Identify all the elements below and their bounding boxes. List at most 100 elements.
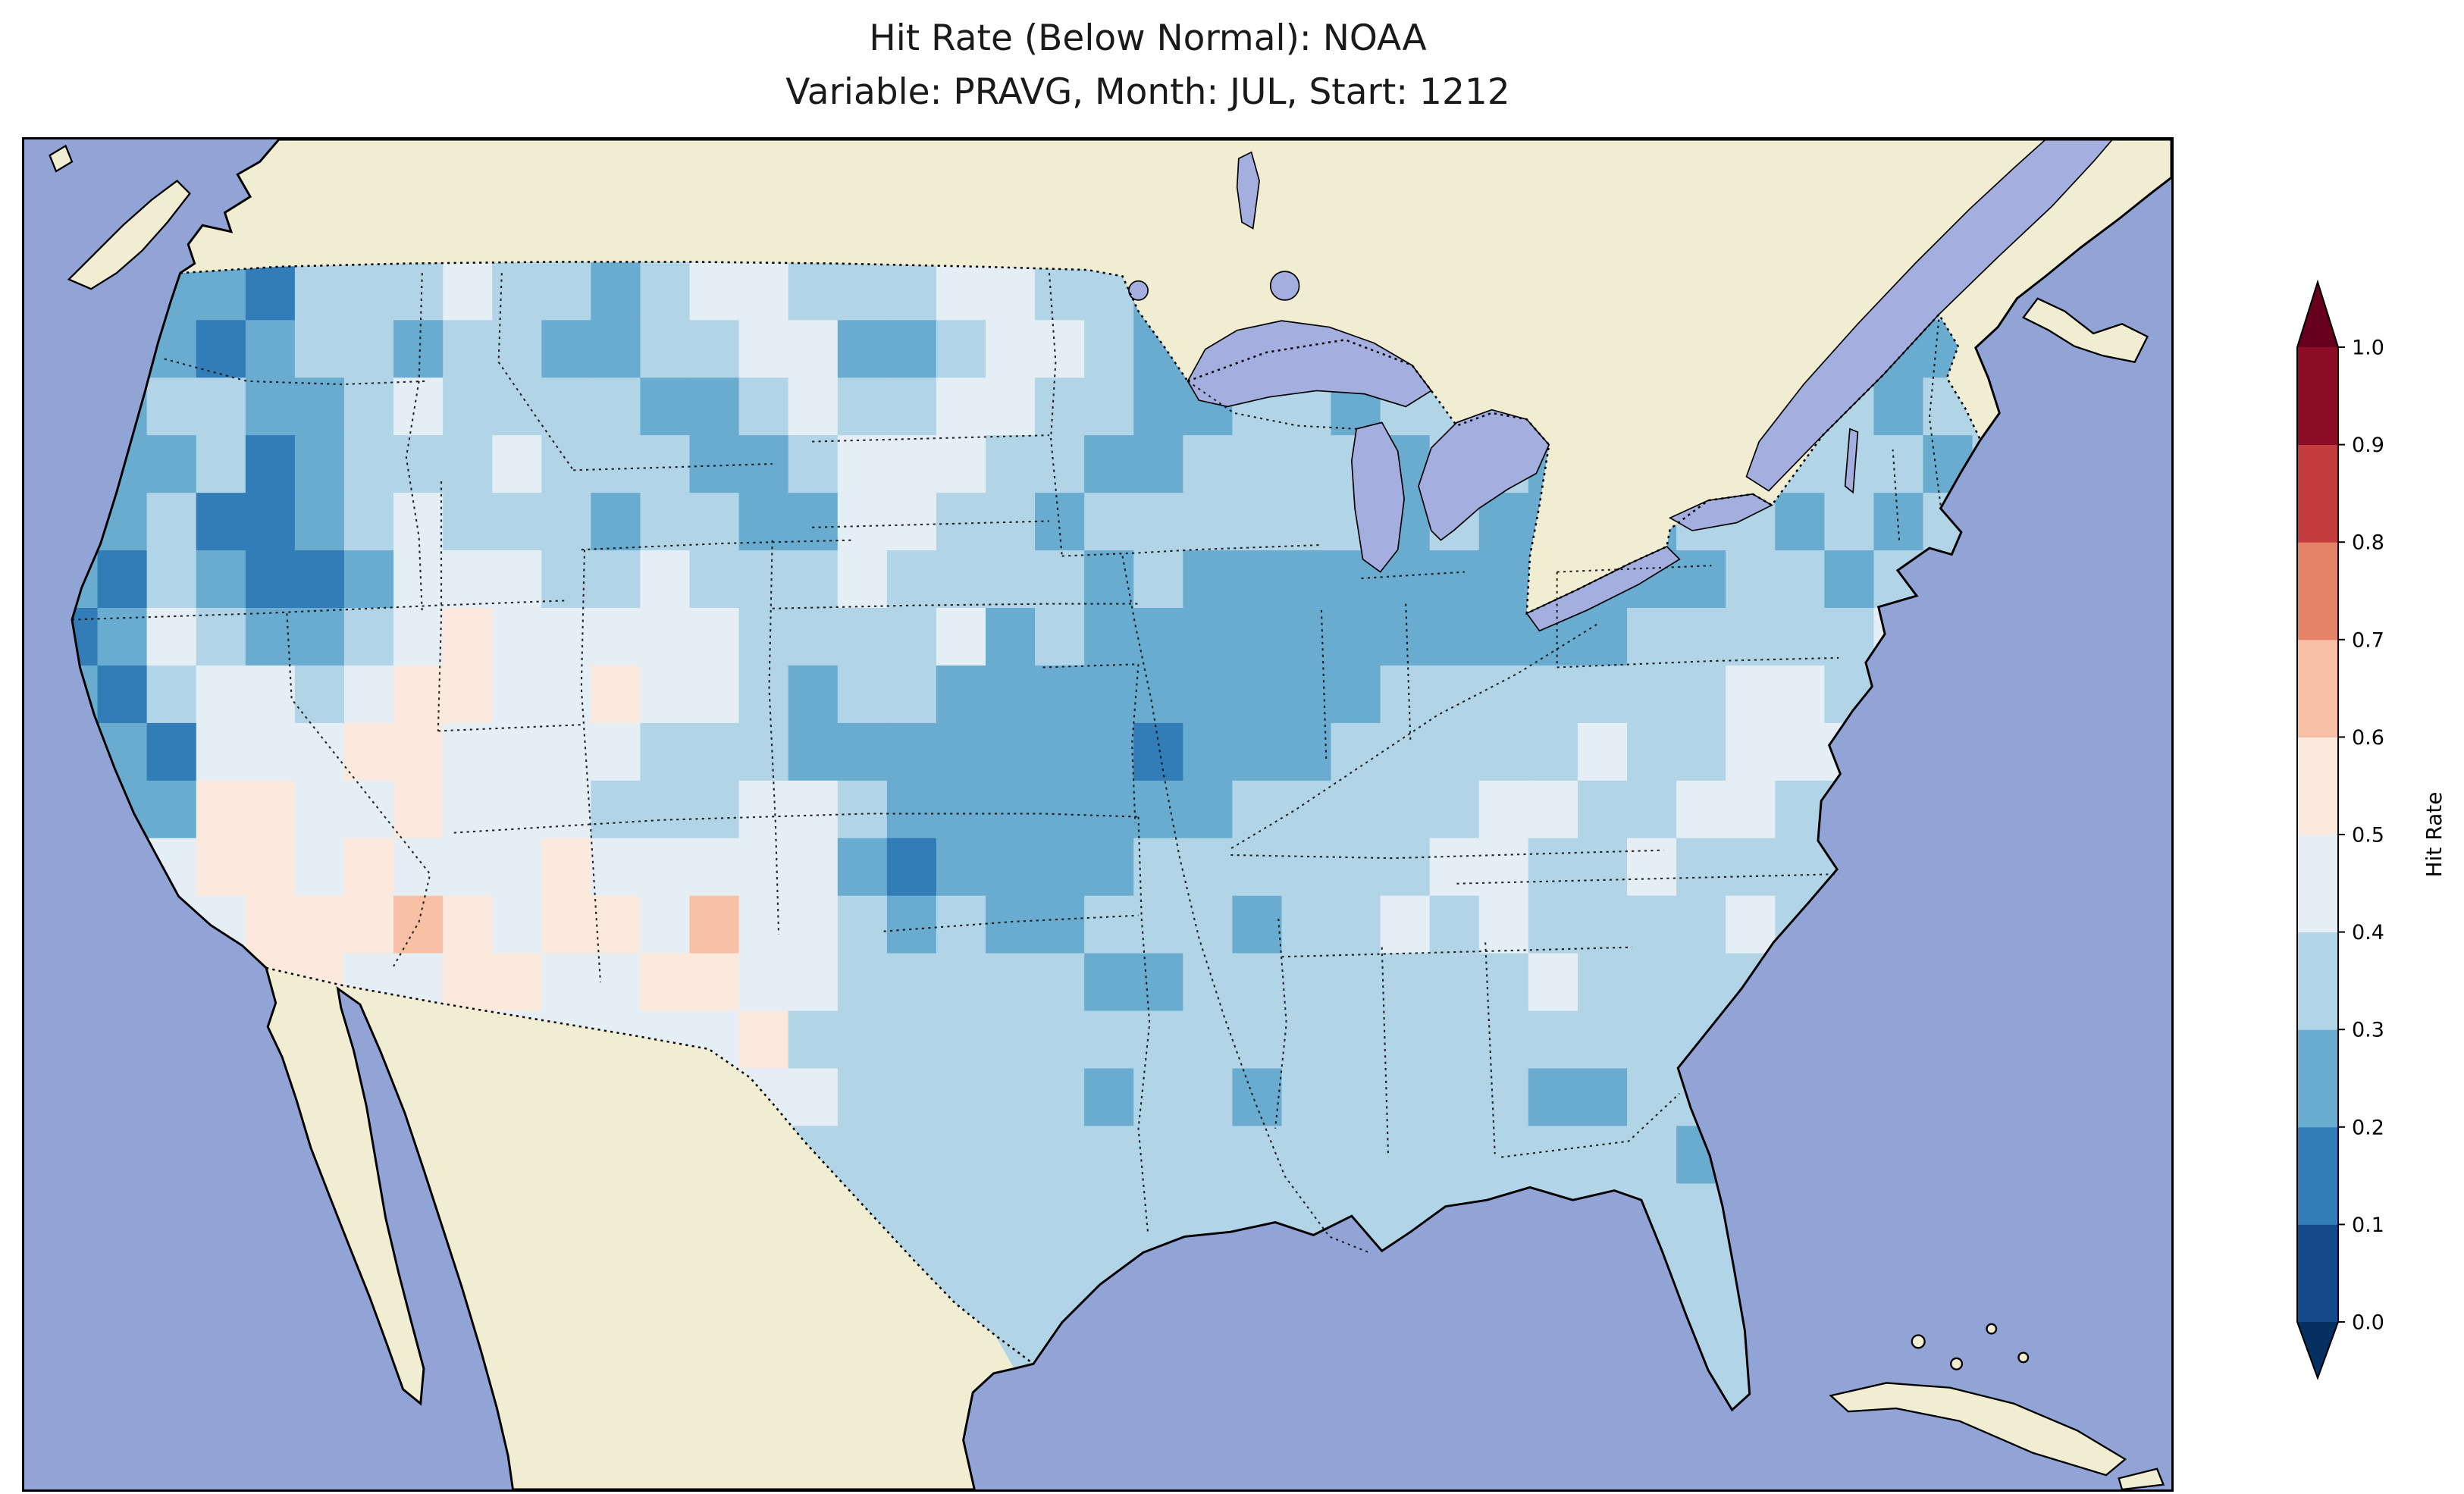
- grid-cell: [985, 320, 1036, 379]
- grid-cell: [393, 722, 444, 782]
- grid-cell: [985, 377, 1036, 437]
- grid-cell: [196, 550, 247, 609]
- grid-cell: [738, 1010, 789, 1070]
- grid-cell: [738, 550, 789, 609]
- grid-cell: [936, 1068, 987, 1127]
- grid-cell: [1726, 722, 1776, 782]
- colorbar-tick-label: 0.7: [2352, 628, 2384, 652]
- grid-cell: [1084, 435, 1135, 494]
- grid-cell: [837, 608, 889, 667]
- grid-cell: [837, 953, 889, 1012]
- grid-cell: [1528, 1010, 1579, 1070]
- grid-cell: [1627, 895, 1678, 954]
- grid-cell: [1232, 838, 1283, 897]
- grid-cell: [788, 895, 839, 954]
- grid-cell: [1824, 493, 1875, 552]
- grid-cell: [591, 780, 641, 840]
- grid-cell: [640, 780, 691, 840]
- grid-cell: [1726, 608, 1776, 667]
- grid-cell: [689, 550, 740, 609]
- grid-cell: [393, 262, 444, 321]
- grid-cell: [788, 493, 839, 552]
- grid-cell: [738, 895, 789, 954]
- grid-cell: [196, 377, 247, 437]
- grid-cell: [1429, 1068, 1481, 1127]
- grid-cell: [294, 320, 346, 379]
- bahamas-island: [1911, 1334, 1926, 1349]
- grid-cell: [1281, 1068, 1332, 1127]
- grid-cell: [343, 895, 395, 954]
- grid-cell: [1676, 550, 1727, 609]
- grid-cell: [985, 1068, 1036, 1127]
- grid-cell: [1429, 780, 1481, 840]
- grid-cell: [1775, 493, 1826, 552]
- grid-cell: [1084, 722, 1135, 782]
- grid-cell: [788, 838, 839, 897]
- colorbar-segment: [2297, 1126, 2338, 1225]
- grid-cell: [1281, 838, 1332, 897]
- grid-cell: [492, 550, 543, 609]
- grid-cell: [343, 608, 395, 667]
- grid-cell: [936, 320, 987, 379]
- grid-cell: [985, 1241, 1036, 1300]
- grid-cell: [1380, 1068, 1431, 1127]
- grid-cell: [294, 262, 346, 321]
- grid-cell: [1035, 838, 1086, 897]
- grid-cell: [837, 722, 889, 782]
- grid-cell: [343, 722, 395, 782]
- grid-cell: [689, 608, 740, 667]
- grid-cell: [837, 1010, 889, 1070]
- grid-cell: [985, 722, 1036, 782]
- grid-cell: [1429, 953, 1481, 1012]
- grid-cell: [936, 1183, 987, 1242]
- grid-cell: [492, 493, 543, 552]
- grid-cell: [146, 665, 197, 725]
- grid-cell: [1035, 1241, 1086, 1300]
- grid-cell: [640, 550, 691, 609]
- grid-cell: [788, 722, 839, 782]
- grid-cell: [1084, 1183, 1135, 1242]
- grid-cell: [1577, 608, 1629, 667]
- grid-cell: [343, 377, 395, 437]
- grid-cell: [886, 665, 938, 725]
- grid-cell: [837, 838, 889, 897]
- islands: [49, 144, 2165, 1489]
- grid-cell: [1281, 493, 1332, 552]
- grid-cell: [936, 838, 987, 897]
- grid-cell: [1627, 1010, 1678, 1070]
- grid-cell: [1035, 608, 1086, 667]
- grid-cell: [1331, 1126, 1381, 1185]
- colorbar-extend-min: [2297, 1322, 2338, 1378]
- grid-cell: [1478, 780, 1530, 840]
- great-lakes: [1128, 139, 2114, 632]
- grid-cell: [541, 493, 592, 552]
- grid-cell: [1232, 722, 1283, 782]
- grid-cell: [689, 320, 740, 379]
- grid-cell: [640, 320, 691, 379]
- grid-cell: [245, 493, 296, 552]
- grid-cell: [738, 320, 789, 379]
- grid-cell: [689, 722, 740, 782]
- grid-cell: [640, 377, 691, 437]
- grid-cell: [788, 953, 839, 1012]
- grid-cell: [837, 550, 889, 609]
- haida-gwaii-island: [49, 144, 74, 173]
- grid-cell: [1084, 1126, 1135, 1185]
- grid-cell: [1035, 895, 1086, 954]
- grid-cell: [738, 262, 789, 321]
- grid-cell: [492, 377, 543, 437]
- grid-cell: [1084, 1068, 1135, 1127]
- grid-cell: [393, 838, 444, 897]
- grid-cell: [1084, 838, 1135, 897]
- grid-cell: [591, 320, 641, 379]
- grid-cell: [1035, 780, 1086, 840]
- lake-winnipeg: [1236, 151, 1260, 230]
- grid-cell: [541, 838, 592, 897]
- colorbar-segment: [2297, 835, 2338, 933]
- grid-cell: [788, 320, 839, 379]
- grid-cell: [837, 1068, 889, 1127]
- grid-cell: [1380, 953, 1431, 1012]
- grid-cell: [788, 1010, 839, 1070]
- grid-cell: [886, 722, 938, 782]
- grid-cell: [1281, 780, 1332, 840]
